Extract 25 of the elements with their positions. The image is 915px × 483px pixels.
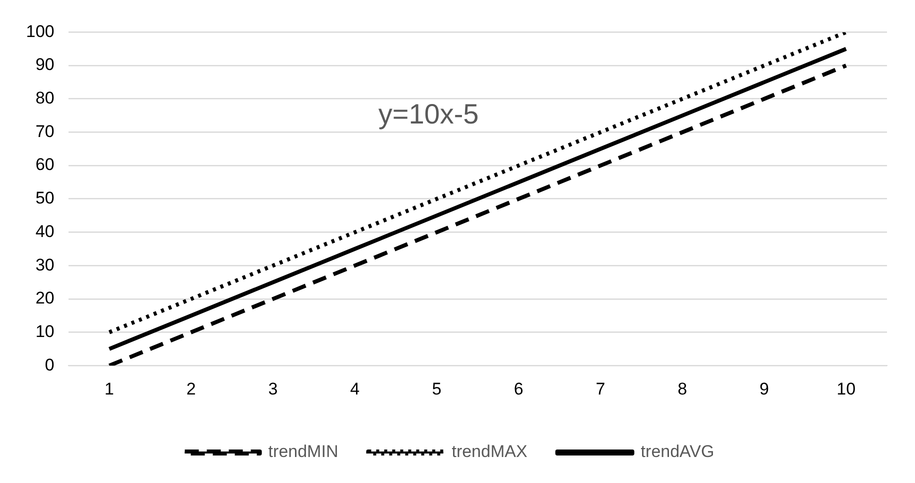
y-tick-label: 50 — [35, 188, 54, 208]
y-tick-label: 100 — [26, 22, 54, 41]
y-tick-label: 60 — [35, 155, 54, 174]
x-tick-label: 4 — [350, 379, 360, 398]
y-tick-label: 0 — [44, 355, 54, 374]
y-tick-label: 40 — [35, 222, 54, 241]
y-tick-label: 20 — [35, 288, 54, 308]
x-tick-label: 3 — [268, 379, 278, 398]
y-tick-label: 30 — [35, 255, 54, 274]
x-tick-label: 1 — [104, 379, 114, 398]
x-tick-label: 5 — [432, 379, 442, 398]
y-tick-label: 10 — [35, 322, 54, 341]
x-tick-label: 10 — [836, 379, 856, 398]
legend-label: trendMAX — [452, 442, 528, 462]
y-tick-label: 70 — [35, 122, 54, 141]
x-tick-label: 7 — [596, 379, 606, 398]
legend-label: trendMIN — [268, 442, 338, 462]
x-tick-label: 9 — [759, 379, 769, 398]
x-tick-label: 2 — [186, 379, 196, 398]
x-tick-label: 8 — [678, 379, 688, 398]
annotation: y=10x-5 — [378, 98, 479, 130]
x-tick-label: 6 — [514, 379, 524, 398]
legend-label: trendAVG — [640, 442, 714, 462]
y-tick-label: 80 — [35, 88, 54, 108]
y-tick-label: 90 — [35, 55, 54, 74]
